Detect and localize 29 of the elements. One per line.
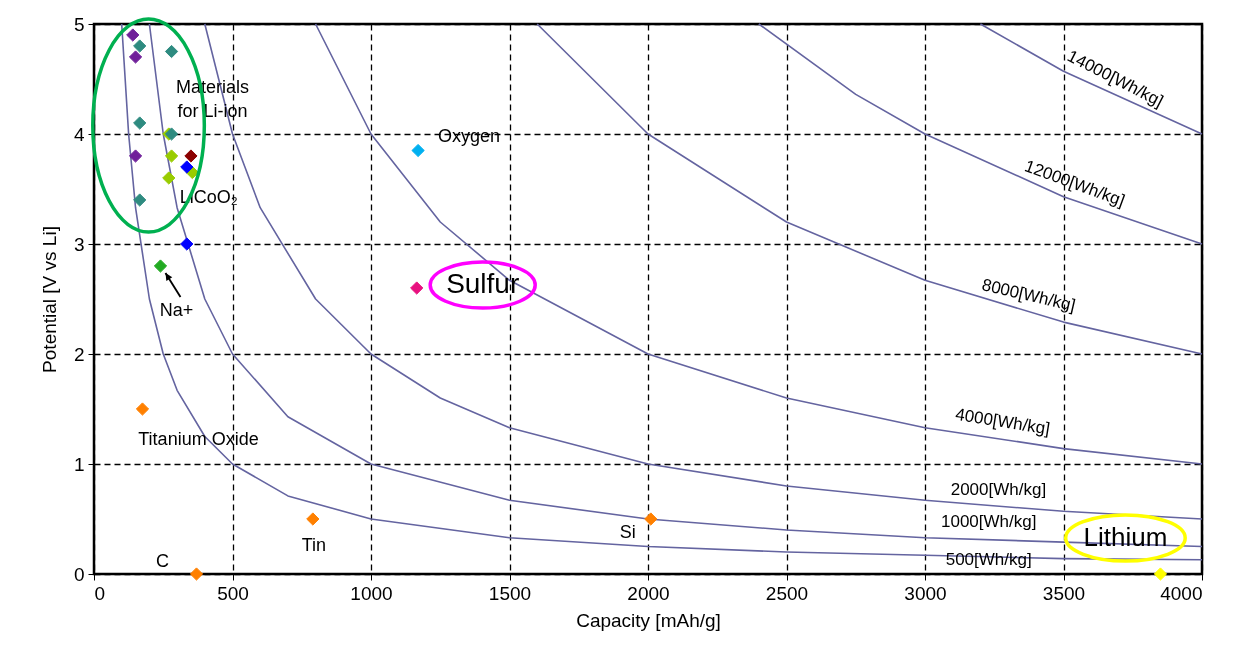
x-tick-label: 4000 <box>1160 582 1203 604</box>
annotation: Tin <box>301 535 326 555</box>
line-series <box>758 23 1203 245</box>
annotation: Sulfur <box>446 268 520 299</box>
line-series <box>314 23 1203 465</box>
annotation: 2000[Wh/kg] <box>950 479 1047 499</box>
x-axis-title: Capacity [mAh/g] <box>576 609 721 631</box>
annotation: Oxygen <box>438 125 501 146</box>
annotation: Titanium Oxide <box>138 429 259 449</box>
annotation: Na+ <box>159 300 194 320</box>
annotation: 1000[Wh/kg] <box>940 511 1037 531</box>
x-tick-label: 1500 <box>488 582 532 604</box>
annotation: Si <box>619 522 636 542</box>
x-tick-label: 500 <box>217 582 249 604</box>
y-tick-label: 3 <box>73 233 85 255</box>
x-tick-label: 0 <box>94 582 106 604</box>
y-axis-title: Potential [V vs Li] <box>38 226 60 373</box>
x-tick-label: 2500 <box>765 582 809 604</box>
x-tick-label: 2000 <box>627 582 670 604</box>
y-tick-label: 1 <box>73 453 85 475</box>
line-series <box>536 23 1203 355</box>
x-tick-label: 1000 <box>350 582 393 604</box>
annotation: C <box>155 551 169 571</box>
y-tick-label: 0 <box>73 563 85 585</box>
y-tick-label: 4 <box>73 123 85 145</box>
y-tick-label: 2 <box>73 343 85 365</box>
x-tick-label: 3500 <box>1042 582 1086 604</box>
x-tick-label: 3000 <box>904 582 947 604</box>
y-tick-label: 5 <box>73 13 85 35</box>
